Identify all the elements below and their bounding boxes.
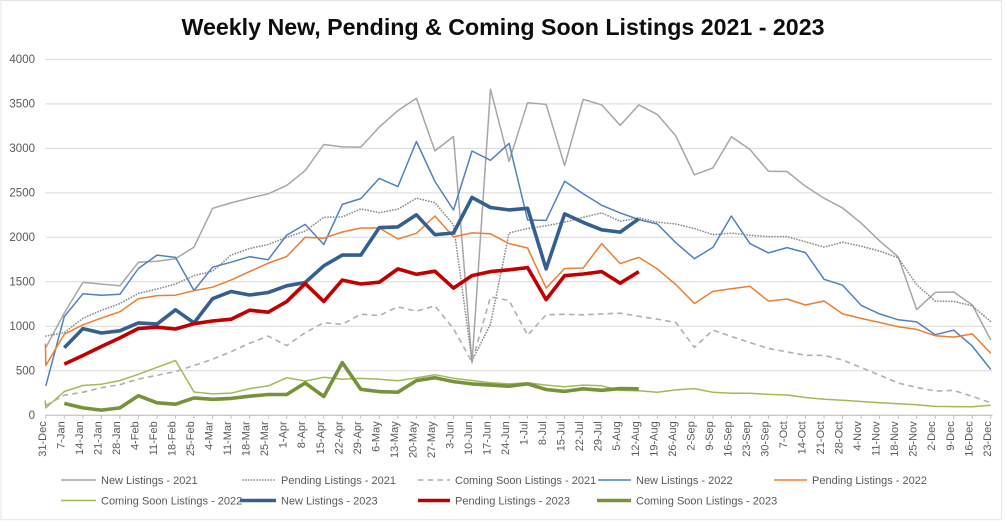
svg-text:4-Nov: 4-Nov bbox=[852, 421, 864, 451]
svg-text:14-Oct: 14-Oct bbox=[797, 421, 809, 454]
svg-text:New Listings - 2022: New Listings - 2022 bbox=[636, 475, 733, 487]
svg-text:11-Feb: 11-Feb bbox=[148, 421, 160, 455]
svg-text:25-Nov: 25-Nov bbox=[908, 421, 920, 457]
svg-text:23-Sep: 23-Sep bbox=[741, 421, 753, 456]
svg-text:12-Aug: 12-Aug bbox=[630, 421, 642, 456]
svg-text:9-Sep: 9-Sep bbox=[704, 421, 716, 450]
svg-text:2000: 2000 bbox=[9, 232, 35, 244]
svg-text:3500: 3500 bbox=[9, 99, 35, 111]
svg-text:2-Dec: 2-Dec bbox=[926, 421, 938, 451]
svg-text:0: 0 bbox=[29, 410, 35, 422]
svg-text:5-Aug: 5-Aug bbox=[611, 421, 623, 450]
svg-text:29-Jul: 29-Jul bbox=[593, 421, 605, 451]
svg-text:18-Feb: 18-Feb bbox=[167, 421, 179, 456]
svg-text:Coming Soon Listings - 2021: Coming Soon Listings - 2021 bbox=[455, 475, 596, 487]
svg-text:27-May: 27-May bbox=[426, 421, 438, 458]
svg-text:7-Jan: 7-Jan bbox=[55, 421, 67, 449]
svg-text:23-Dec: 23-Dec bbox=[982, 421, 994, 457]
svg-text:New Listings - 2021: New Listings - 2021 bbox=[101, 475, 198, 487]
svg-text:Weekly New, Pending & Coming S: Weekly New, Pending & Coming Soon Listin… bbox=[182, 14, 825, 40]
svg-text:30-Sep: 30-Sep bbox=[760, 421, 772, 456]
svg-text:14-Jan: 14-Jan bbox=[74, 421, 86, 455]
svg-text:Pending Listings - 2022: Pending Listings - 2022 bbox=[812, 475, 927, 487]
svg-text:15-Jul: 15-Jul bbox=[556, 421, 568, 451]
svg-text:21-Jan: 21-Jan bbox=[92, 421, 104, 455]
svg-text:3-Jun: 3-Jun bbox=[445, 421, 457, 449]
svg-text:4000: 4000 bbox=[9, 54, 35, 66]
svg-text:1000: 1000 bbox=[9, 321, 35, 333]
svg-text:11-Mar: 11-Mar bbox=[222, 421, 234, 455]
svg-text:2-Sep: 2-Sep bbox=[685, 421, 697, 450]
svg-text:Pending Listings - 2021: Pending Listings - 2021 bbox=[281, 475, 396, 487]
svg-text:25-Feb: 25-Feb bbox=[185, 421, 197, 456]
svg-text:22-Jul: 22-Jul bbox=[574, 421, 586, 451]
svg-text:1-Jul: 1-Jul bbox=[519, 421, 531, 445]
svg-text:25-Mar: 25-Mar bbox=[259, 421, 271, 456]
svg-text:2500: 2500 bbox=[9, 188, 35, 200]
svg-text:28-Jan: 28-Jan bbox=[111, 421, 123, 455]
svg-text:New Listings - 2023: New Listings - 2023 bbox=[281, 495, 378, 507]
svg-text:8-Apr: 8-Apr bbox=[296, 421, 308, 448]
svg-text:16-Sep: 16-Sep bbox=[722, 421, 734, 456]
svg-text:20-May: 20-May bbox=[407, 421, 419, 458]
svg-text:Pending Listings - 2023: Pending Listings - 2023 bbox=[455, 495, 570, 507]
svg-text:4-Mar: 4-Mar bbox=[204, 421, 216, 450]
svg-text:24-Jun: 24-Jun bbox=[500, 421, 512, 455]
svg-text:18-Nov: 18-Nov bbox=[889, 421, 901, 457]
svg-text:17-Jun: 17-Jun bbox=[482, 421, 494, 455]
svg-text:15-Apr: 15-Apr bbox=[315, 421, 327, 454]
svg-text:6-May: 6-May bbox=[370, 421, 382, 452]
svg-text:Coming Soon Listings - 2023: Coming Soon Listings - 2023 bbox=[636, 495, 777, 507]
svg-text:7-Oct: 7-Oct bbox=[778, 421, 790, 448]
svg-text:26-Aug: 26-Aug bbox=[667, 421, 679, 456]
svg-text:10-Jun: 10-Jun bbox=[463, 421, 475, 455]
svg-text:3000: 3000 bbox=[9, 143, 35, 155]
svg-text:21-Oct: 21-Oct bbox=[815, 421, 827, 454]
svg-text:1500: 1500 bbox=[9, 277, 35, 289]
svg-text:1-Apr: 1-Apr bbox=[278, 421, 290, 448]
svg-text:500: 500 bbox=[16, 366, 35, 378]
svg-text:Coming Soon Listings - 2022: Coming Soon Listings - 2022 bbox=[101, 495, 242, 507]
svg-text:13-May: 13-May bbox=[389, 421, 401, 458]
svg-text:9-Dec: 9-Dec bbox=[945, 421, 957, 451]
svg-text:22-Apr: 22-Apr bbox=[333, 421, 345, 454]
svg-text:4-Feb: 4-Feb bbox=[129, 421, 141, 450]
svg-text:18-Mar: 18-Mar bbox=[241, 421, 253, 456]
svg-text:19-Aug: 19-Aug bbox=[648, 421, 660, 456]
svg-text:31-Dec: 31-Dec bbox=[37, 421, 49, 457]
svg-text:8-Jul: 8-Jul bbox=[537, 421, 549, 445]
svg-text:11-Nov: 11-Nov bbox=[871, 421, 883, 456]
svg-text:29-Apr: 29-Apr bbox=[352, 421, 364, 454]
svg-text:16-Dec: 16-Dec bbox=[963, 421, 975, 457]
svg-text:28-Oct: 28-Oct bbox=[834, 421, 846, 454]
